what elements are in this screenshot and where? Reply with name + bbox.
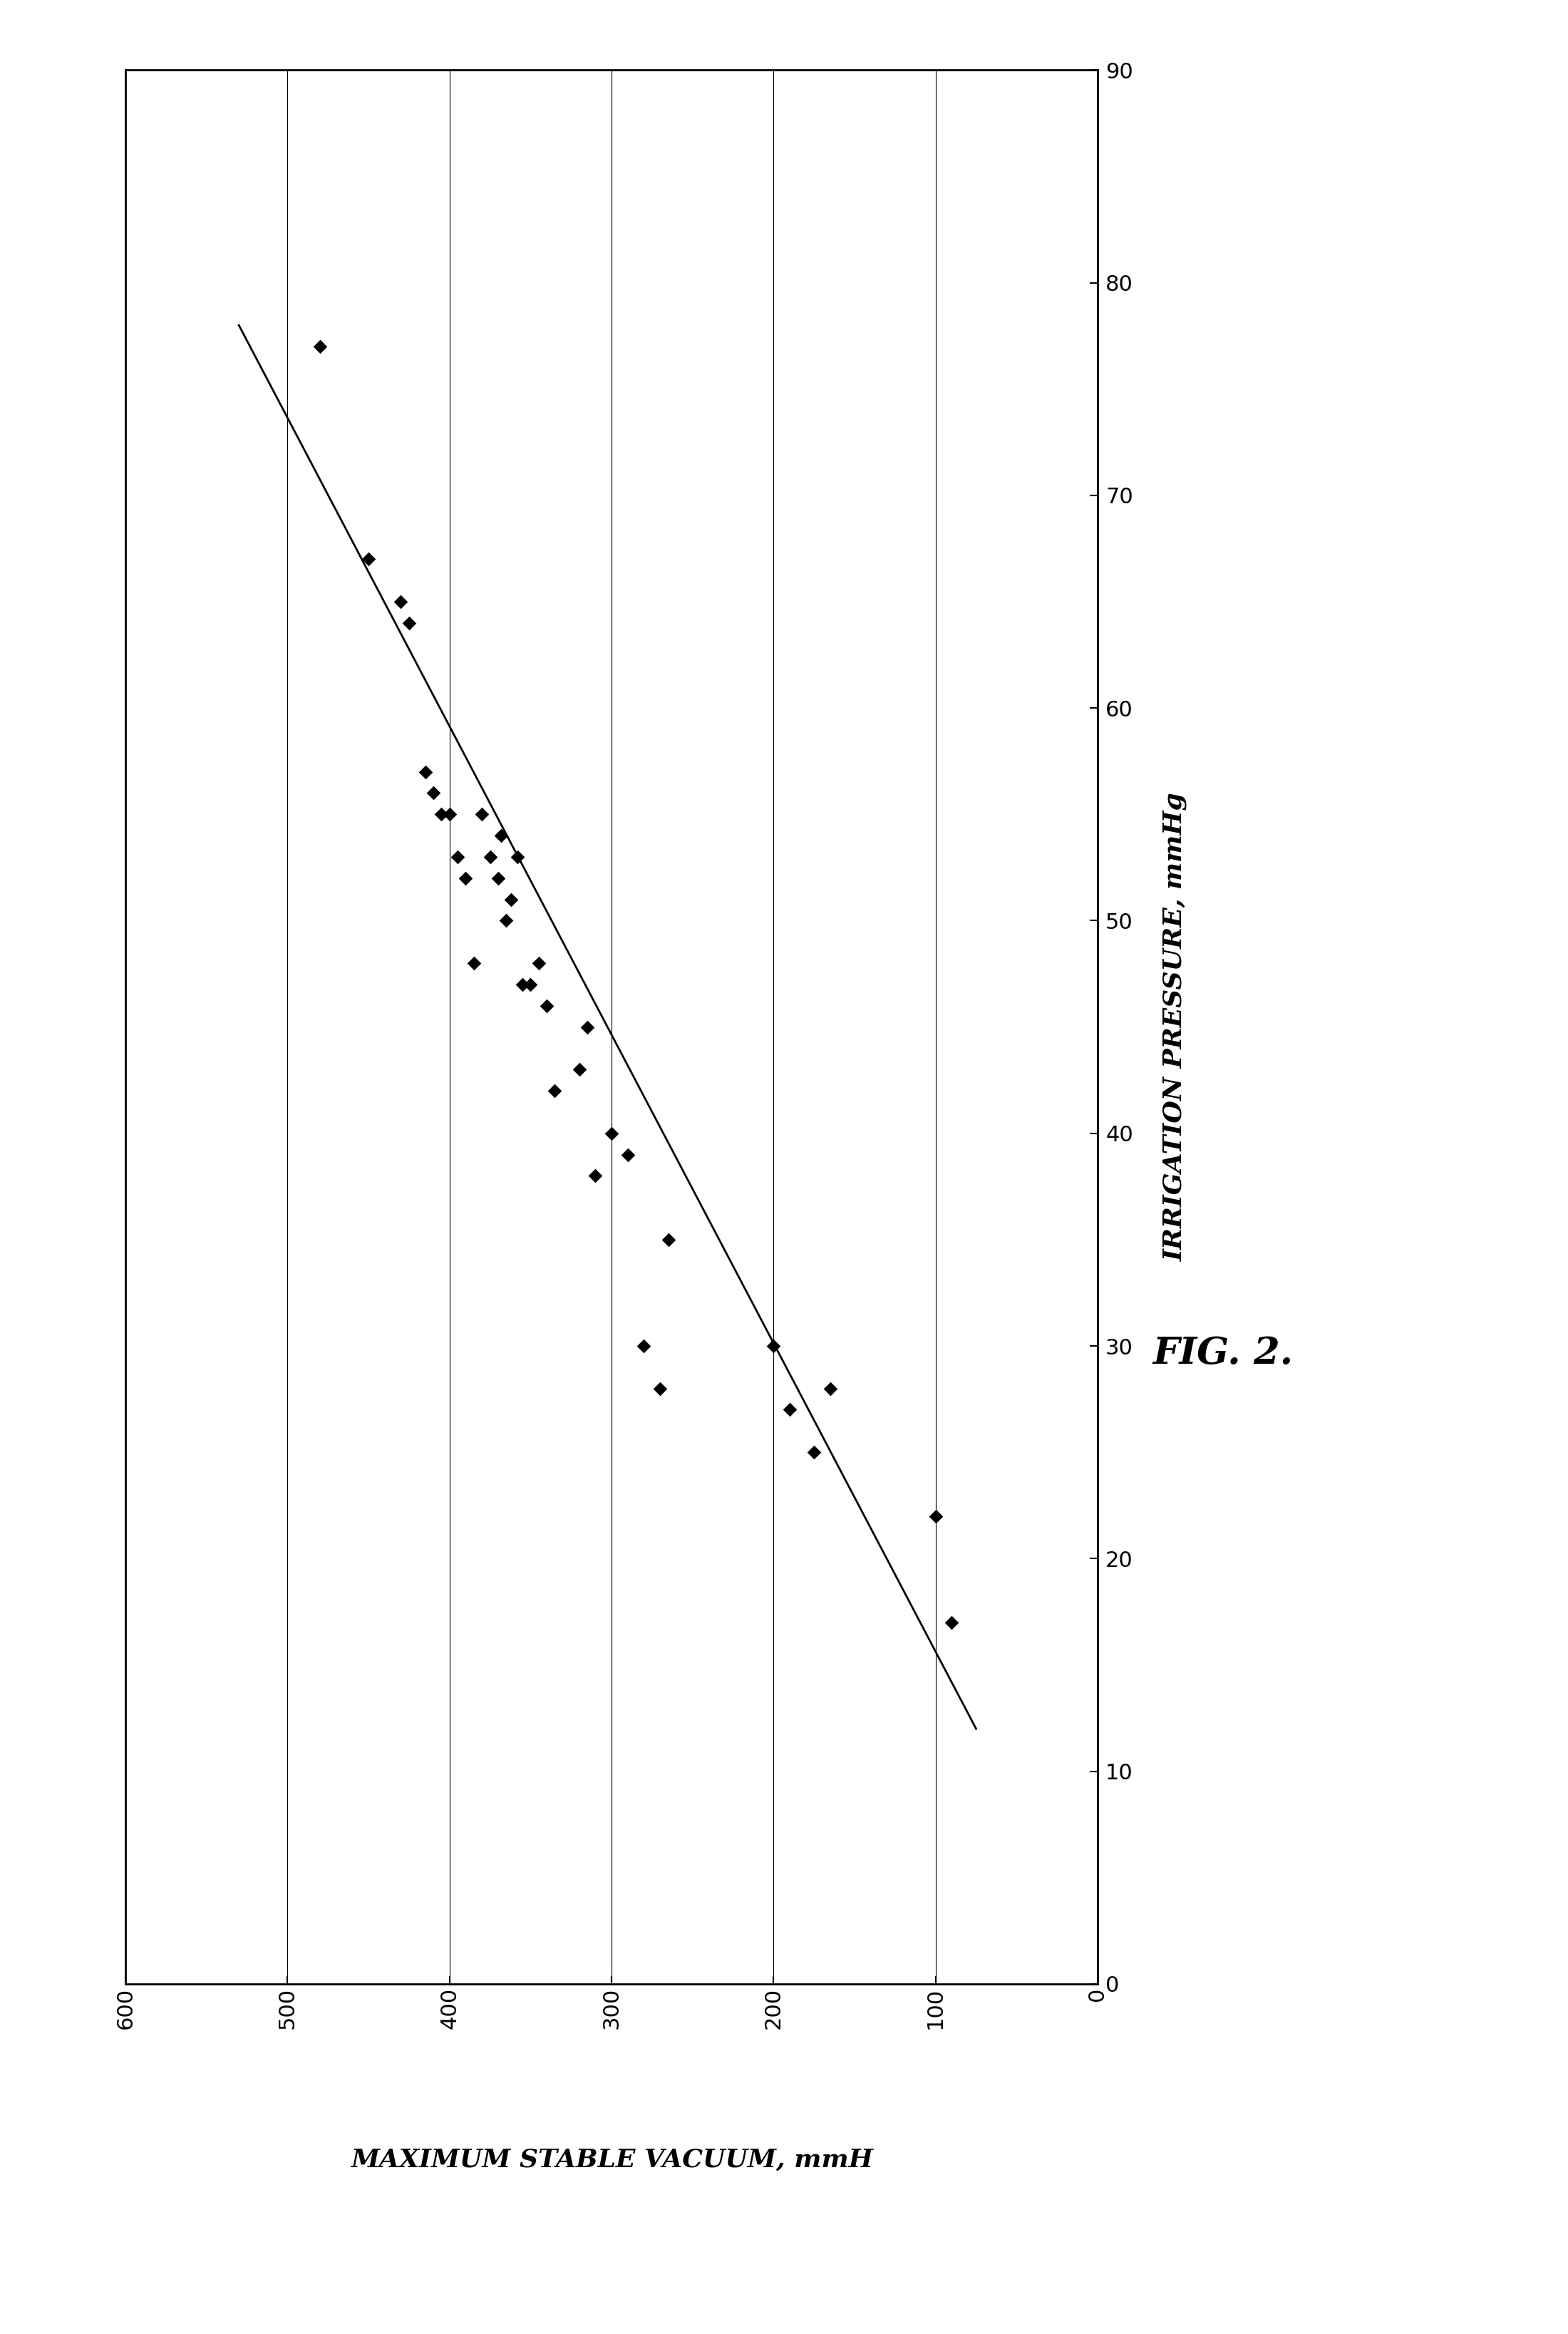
Point <box>389 584 414 621</box>
Point <box>477 838 502 875</box>
Point <box>486 859 511 896</box>
X-axis label: MAXIMUM STABLE VACUUM, mmH: MAXIMUM STABLE VACUUM, mmH <box>350 2147 873 2173</box>
Point <box>655 1221 681 1258</box>
Point <box>469 796 494 833</box>
Point <box>510 966 535 1004</box>
Point <box>760 1328 786 1365</box>
Point <box>428 796 455 833</box>
Point <box>517 966 543 1004</box>
Point <box>818 1370 844 1407</box>
Point <box>566 1050 591 1088</box>
Point <box>535 987 560 1025</box>
Point <box>494 901 519 938</box>
Point <box>583 1158 608 1195</box>
Point <box>939 1603 964 1641</box>
Point <box>489 817 514 854</box>
Point <box>437 796 463 833</box>
Y-axis label: IRRIGATION PRESSURE, mmHg: IRRIGATION PRESSURE, mmHg <box>1163 794 1187 1260</box>
Point <box>397 605 422 642</box>
Point <box>778 1391 803 1428</box>
Point <box>801 1433 826 1470</box>
Point <box>420 775 445 812</box>
Point <box>599 1116 624 1153</box>
Point <box>307 327 332 364</box>
Point <box>525 945 552 983</box>
Point <box>648 1370 673 1407</box>
Point <box>412 754 437 791</box>
Point <box>543 1071 568 1109</box>
Point <box>356 541 381 579</box>
Point <box>924 1498 949 1536</box>
Point <box>499 880 524 917</box>
Point <box>453 859 478 896</box>
Point <box>632 1328 657 1365</box>
Point <box>461 945 486 983</box>
Point <box>574 1008 599 1046</box>
Point <box>505 838 530 875</box>
Point <box>445 838 470 875</box>
Point <box>615 1137 640 1174</box>
Text: FIG. 2.: FIG. 2. <box>1152 1335 1294 1372</box>
